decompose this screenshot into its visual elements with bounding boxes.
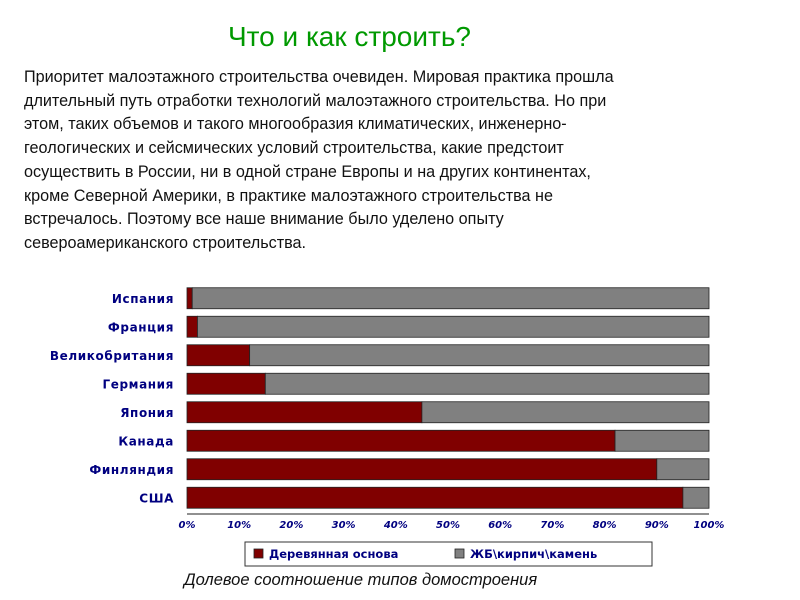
category-label: США [139,491,174,505]
legend-label: ЖБ\кирпич\камень [470,547,597,561]
bar-concrete [421,401,710,424]
bar-wood [186,344,251,367]
body-paragraph: Приоритет малоэтажного строительства оче… [24,66,784,256]
x-tick-label: 80% [593,520,617,531]
category-label: Япония [120,406,174,420]
legend-box [244,541,653,567]
bar-wood [186,486,684,509]
category-label: Финляндия [89,463,174,477]
category-label: Канада [118,434,174,448]
x-tick-label: 70% [540,520,564,531]
x-tick-label: 10% [227,520,251,531]
bar-concrete [249,344,710,367]
paragraph-line: встречалось. Поэтому все наше внимание б… [24,210,504,229]
x-tick-label: 30% [332,520,356,531]
x-tick-label: 50% [436,520,460,531]
x-tick-label: 40% [383,520,408,531]
category-label: Испания [112,292,174,306]
paragraph-line: североамериканского строительства. [24,233,307,252]
x-tick-label: 60% [488,520,512,531]
paragraph-line: геологических и сейсмических условий стр… [24,139,564,158]
category-label: Германия [103,377,175,391]
x-tick-label: 90% [645,520,669,531]
category-label: Великобритания [50,349,174,363]
paragraph-line: Приоритет малоэтажного строительства оче… [24,68,614,86]
paragraph-line: длительный путь отработки технологий мал… [24,91,607,110]
slide-title: Что и как строить? [228,21,472,52]
category-label: Франция [108,320,174,334]
bar-wood [186,315,198,338]
x-tick-label: 0% [179,520,196,531]
bar-wood [186,429,616,452]
paragraph-line: кроме Северной Америки, в практике малоэ… [24,186,553,205]
legend-label: Деревянная основа [269,547,398,561]
bar-concrete [191,287,710,310]
paragraph-line: этом, таких объемов и такого многообрази… [24,115,567,134]
x-tick-label: 100% [694,520,725,531]
legend-swatch [454,548,465,559]
chart-caption: Долевое соотношение типов домостроения [184,571,538,589]
bar-concrete [656,458,710,481]
bar-wood [186,458,658,481]
legend-swatch [253,548,264,559]
bar-concrete [197,315,710,338]
paragraph-line: осуществить в России, ни в одной стране … [24,162,591,181]
bar-concrete [682,486,710,509]
bar-wood [186,287,193,310]
bar-concrete [614,429,710,452]
bar-wood [186,372,266,395]
x-tick-label: 20% [279,520,303,531]
bar-wood [186,401,423,424]
bar-concrete [264,372,710,395]
stacked-bar-chart: Испания Франция Великобритания Германия Япон… [50,287,725,567]
